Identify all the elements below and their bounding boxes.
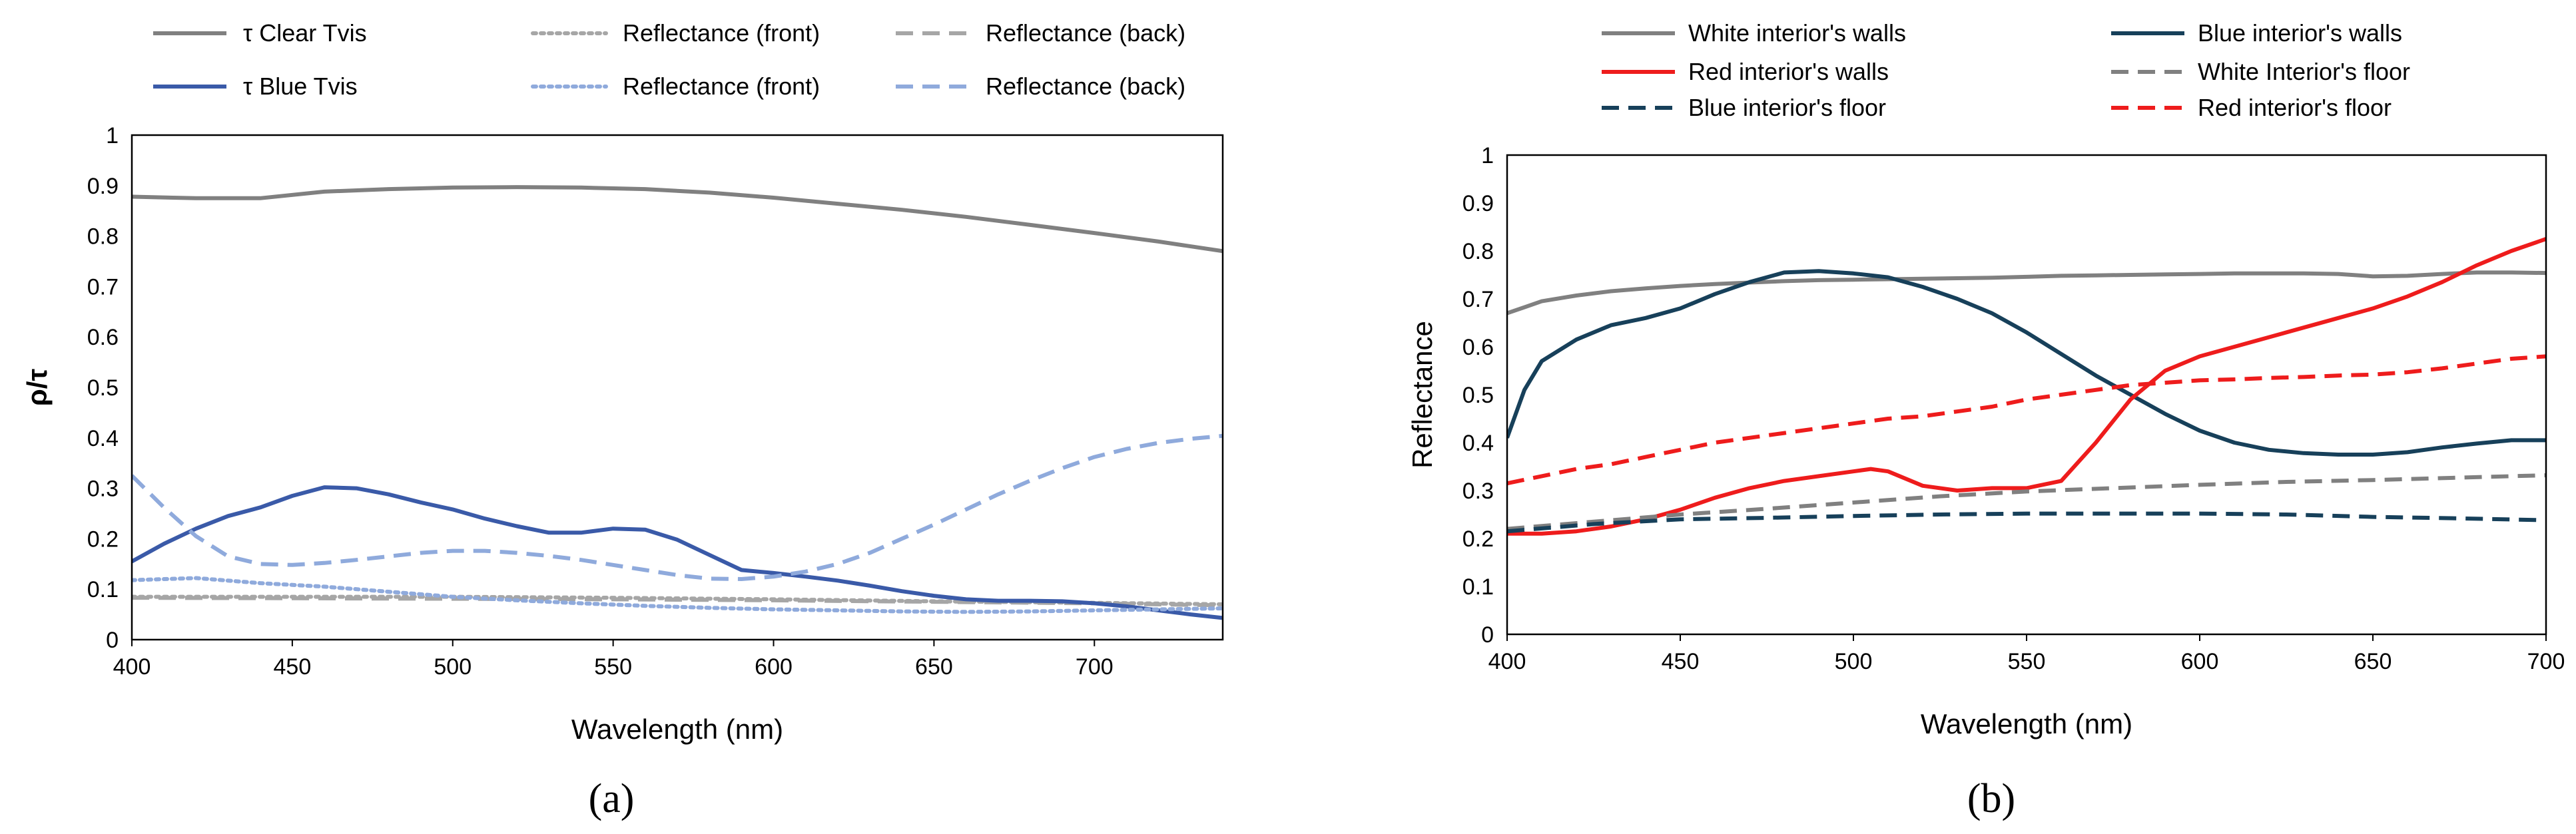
plot-frame: [131, 134, 1224, 641]
series-line-4: [132, 485, 1223, 620]
y-tick-label: 0.1: [87, 577, 119, 602]
series-line-3: [1507, 237, 2546, 536]
y-tick-label: 0.5: [1462, 383, 1494, 408]
panel-label: (b): [1967, 776, 2015, 821]
y-tick-label: 0.1: [1462, 574, 1494, 600]
x-tick-label: 600: [755, 654, 793, 680]
series-line-6: [132, 433, 1223, 581]
series-line-4: [1507, 473, 2546, 531]
y-tick-label: 0.7: [87, 274, 119, 300]
y-tick-label: 0.6: [87, 325, 119, 350]
series-line-1: [132, 185, 1223, 254]
legend-label: Reflectance (front): [623, 73, 820, 100]
legend-label: Reflectance (front): [623, 19, 820, 47]
x-tick-label: 500: [434, 654, 472, 680]
y-tick-label: 0.8: [87, 224, 119, 250]
y-tick-label: 0.7: [1462, 287, 1494, 312]
legend-label: Reflectance (back): [986, 19, 1185, 47]
legend-label: Blue interior's floor: [1688, 94, 1886, 121]
y-tick-label: 0.4: [87, 426, 119, 451]
legend-label: Red interior's floor: [2198, 94, 2392, 121]
x-tick-label: 400: [1488, 649, 1526, 674]
x-tick-label: 450: [274, 654, 312, 680]
series-group: [1507, 237, 2546, 536]
y-tick-label: 0.4: [1462, 431, 1494, 456]
legend: τ Clear Tvis Reflectance (front) Reflectan…: [153, 19, 1185, 100]
series-line-5: [1507, 511, 2546, 534]
series-line-1: [1507, 270, 2546, 315]
y-tick-label: 0.8: [1462, 239, 1494, 264]
legend: White interior's walls Blue interior's wa…: [1602, 19, 2410, 121]
legend-label: τ Clear Tvis: [243, 19, 367, 47]
x-tick-label: 700: [2527, 649, 2565, 674]
legend-label: Reflectance (back): [986, 73, 1185, 100]
chart-panel-a: 400 450 500 550 600 650 700 0 0.1 0.2 0.3 0.4 0.5 0.6…: [21, 19, 1224, 821]
y-tick-label: 0: [106, 628, 119, 653]
x-tick-label: 550: [2008, 649, 2046, 674]
plot-frame: [1506, 154, 2547, 636]
x-tick-label: 600: [2181, 649, 2219, 674]
series-group: [132, 185, 1223, 620]
y-tick-label: 0.3: [1462, 479, 1494, 504]
chart-panel-b: 400 450 500 550 600 650 700 0 0.1 0.2 0.3 0.4 0.5 0.6…: [1407, 19, 2565, 821]
legend-label: τ Blue Tvis: [243, 73, 358, 100]
series-line-5: [132, 576, 1223, 614]
y-tick-label: 0: [1481, 622, 1494, 648]
legend-label: White Interior's floor: [2198, 58, 2410, 85]
x-tick-label: 700: [1076, 654, 1114, 680]
panel-label: (a): [589, 776, 635, 821]
y-tick-label: 1: [106, 123, 119, 148]
y-axis-label: ρ/τ: [21, 369, 53, 407]
x-tick-label: 500: [1835, 649, 1873, 674]
x-tick-label: 550: [594, 654, 632, 680]
y-tick-label: 0.6: [1462, 335, 1494, 360]
x-tick-label: 450: [1662, 649, 1700, 674]
series-line-6: [1507, 354, 2546, 486]
x-axis-label: Wavelength (nm): [1921, 708, 2132, 739]
y-tick-label: 0.3: [87, 477, 119, 502]
x-axis-label: Wavelength (nm): [571, 714, 783, 745]
y-tick-label: 0.9: [1462, 191, 1494, 216]
y-tick-label: 0.5: [87, 375, 119, 401]
y-tick-label: 0.2: [87, 526, 119, 552]
legend-label: Red interior's walls: [1688, 58, 1889, 85]
x-tick-label: 650: [915, 654, 953, 680]
legend-label: White interior's walls: [1688, 19, 1906, 47]
legend-label: Blue interior's walls: [2198, 19, 2402, 47]
x-tick-label: 400: [113, 654, 151, 680]
x-tick-label: 650: [2354, 649, 2392, 674]
y-axis-label: Reflectance: [1407, 321, 1438, 469]
series-line-2: [1507, 269, 2546, 457]
y-tick-label: 0.2: [1462, 526, 1494, 552]
y-tick-label: 1: [1481, 143, 1494, 168]
y-tick-label: 0.9: [87, 174, 119, 199]
